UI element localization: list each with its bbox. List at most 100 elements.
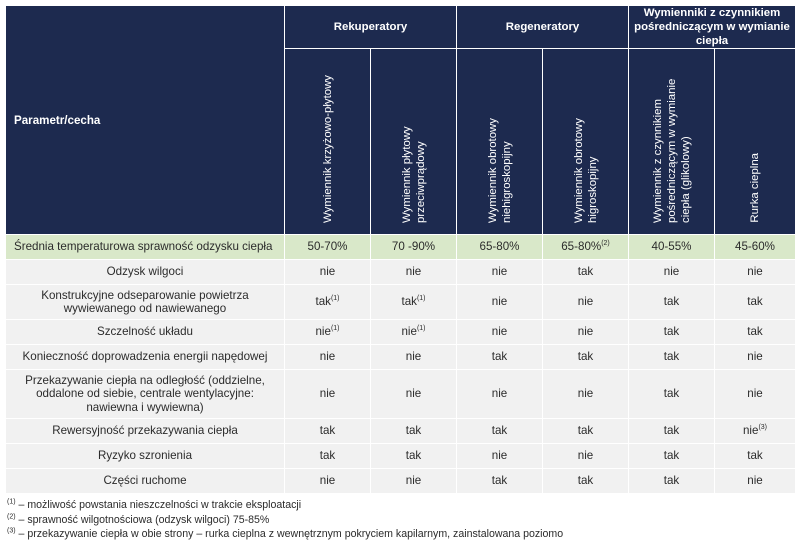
table-cell: tak xyxy=(542,468,629,494)
table-row: Rewersyjność przekazywania ciepła tak tak t… xyxy=(5,418,796,444)
table-cell: tak xyxy=(628,319,715,345)
row-label: Części ruchome xyxy=(5,468,285,494)
table-cell: tak xyxy=(542,418,629,444)
param-column-header: Parametr/cecha xyxy=(5,5,285,235)
table-header: Parametr/cecha Rekuperatory Regeneratory… xyxy=(5,5,796,235)
table-cell: nie xyxy=(284,369,371,419)
table-cell: tak(1) xyxy=(370,284,457,320)
cell-value: tak xyxy=(315,295,331,309)
cell-value: nie xyxy=(405,350,422,364)
cell-value: nie xyxy=(747,387,763,401)
table-cell: nie xyxy=(284,259,371,285)
group-header-intermediate-medium: Wymienniki z czynnikiem pośredniczącym w… xyxy=(628,5,796,49)
table-cell: nie xyxy=(370,259,457,285)
cell-value: 50-70% xyxy=(307,240,348,254)
cell-value: 40-55% xyxy=(651,240,692,254)
cell-value: nie xyxy=(747,350,763,364)
column-header-label: Wymiennik obrotowy higroskopijny xyxy=(572,118,599,223)
table-cell: tak xyxy=(456,344,543,370)
table-row: Odzysk wilgoci nie nie nie tak nie nie xyxy=(5,259,796,285)
table-cell: nie xyxy=(284,468,371,494)
cell-value: tak xyxy=(747,325,763,339)
cell-value: nie xyxy=(491,387,508,401)
cell-value: 65-80% xyxy=(561,240,602,254)
column-header: Wymiennik z czynnikiem pośredniczącym w … xyxy=(628,48,715,235)
footnote-mark: (3) xyxy=(7,527,16,535)
table-cell: tak xyxy=(714,319,796,345)
table-cell: nie xyxy=(456,319,543,345)
table-cell: nie xyxy=(456,443,543,469)
table-cell: 65-80% xyxy=(456,234,543,260)
table-cell: nie(1) xyxy=(284,319,371,345)
table-cell: tak xyxy=(370,418,457,444)
column-header: Wymiennik płytowy przeciwprądowy xyxy=(370,48,457,235)
cell-value: tak xyxy=(663,449,680,463)
footnote-line: (1) – możliwość powstania nieszczelności… xyxy=(7,498,795,513)
row-label: Konstrukcyjne odseparowanie powietrza wy… xyxy=(5,284,285,320)
column-header-label: Wymiennik płytowy przeciwprądowy xyxy=(400,126,427,223)
table-cell: nie xyxy=(628,259,715,285)
table-cell: tak xyxy=(628,344,715,370)
cell-value: tak xyxy=(663,387,680,401)
cell-value: tak xyxy=(577,424,594,438)
cell-value: nie xyxy=(405,474,422,488)
table-cell: nie(1) xyxy=(370,319,457,345)
table-cell: nie xyxy=(714,468,796,494)
table-row: Konieczność doprowadzenia energii napędo… xyxy=(5,344,796,370)
table-cell: nie xyxy=(542,319,629,345)
cell-value: tak xyxy=(405,424,422,438)
cell-value: nie xyxy=(491,449,508,463)
cell-value: nie xyxy=(747,474,763,488)
table-cell: tak(1) xyxy=(284,284,371,320)
footnote-line: (3) – przekazywanie ciepła w obie strony… xyxy=(7,527,795,542)
cell-value: nie xyxy=(577,387,594,401)
table-cell: tak xyxy=(542,344,629,370)
table-cell: tak xyxy=(628,468,715,494)
table-cell: tak xyxy=(284,418,371,444)
column-header-label: Wymiennik krzyżowo-płytowy xyxy=(321,74,334,223)
table-cell: 45-60% xyxy=(714,234,796,260)
cell-value: tak xyxy=(405,449,422,463)
table-cell: nie xyxy=(456,369,543,419)
table-cell: nie xyxy=(370,468,457,494)
table-cell: 65-80%(2) xyxy=(542,234,629,260)
cell-value: nie xyxy=(315,325,331,339)
cell-value: tak xyxy=(747,295,763,309)
cell-value: 65-80% xyxy=(479,240,520,254)
cell-value: nie xyxy=(319,350,336,364)
cell-value: tak xyxy=(491,350,508,364)
footnote-mark: (1) xyxy=(7,498,16,506)
footnote-marker: (1) xyxy=(330,295,340,303)
row-label: Konieczność doprowadzenia energii napędo… xyxy=(5,344,285,370)
table-cell: tak xyxy=(714,443,796,469)
column-header-label: Wymiennik z czynnikiem pośredniczącym w … xyxy=(651,78,692,223)
cell-value: nie xyxy=(401,325,417,339)
cell-value: nie xyxy=(319,387,336,401)
row-label: Odzysk wilgoci xyxy=(5,259,285,285)
table-cell: tak xyxy=(714,284,796,320)
cell-value: nie xyxy=(491,295,508,309)
cell-value: tak xyxy=(577,265,594,279)
cell-value: nie xyxy=(663,265,680,279)
table-cell: nie xyxy=(370,369,457,419)
table-body: Średnia temperaturowa sprawność odzysku … xyxy=(5,234,796,494)
table-cell: nie xyxy=(284,344,371,370)
heat-exchanger-comparison-table: Parametr/cecha Rekuperatory Regeneratory… xyxy=(5,5,796,494)
footnote-marker: (1) xyxy=(416,325,426,333)
footnote-line: (2) – sprawność wilgotnościowa (odzysk w… xyxy=(7,513,795,528)
table-cell: nie xyxy=(714,259,796,285)
cell-value: tak xyxy=(401,295,417,309)
table-row: Szczelność układu nie(1) nie(1) nie nie tak ta… xyxy=(5,319,796,345)
cell-value: nie xyxy=(747,265,763,279)
column-subheader-row: Wymiennik krzyżowo-płytowy Wymiennik płyt… xyxy=(6,48,796,235)
table-cell: tak xyxy=(284,443,371,469)
table-cell: nie xyxy=(542,443,629,469)
table-cell: nie xyxy=(456,284,543,320)
row-label: Przekazywanie ciepła na odległość (oddzi… xyxy=(5,369,285,419)
row-label: Rewersyjność przekazywania ciepła xyxy=(5,418,285,444)
cell-value: tak xyxy=(491,424,508,438)
cell-value: tak xyxy=(663,350,680,364)
table-cell: 50-70% xyxy=(284,234,371,260)
footnotes: (1) – możliwość powstania nieszczelności… xyxy=(5,498,795,542)
cell-value: 45-60% xyxy=(735,240,775,254)
